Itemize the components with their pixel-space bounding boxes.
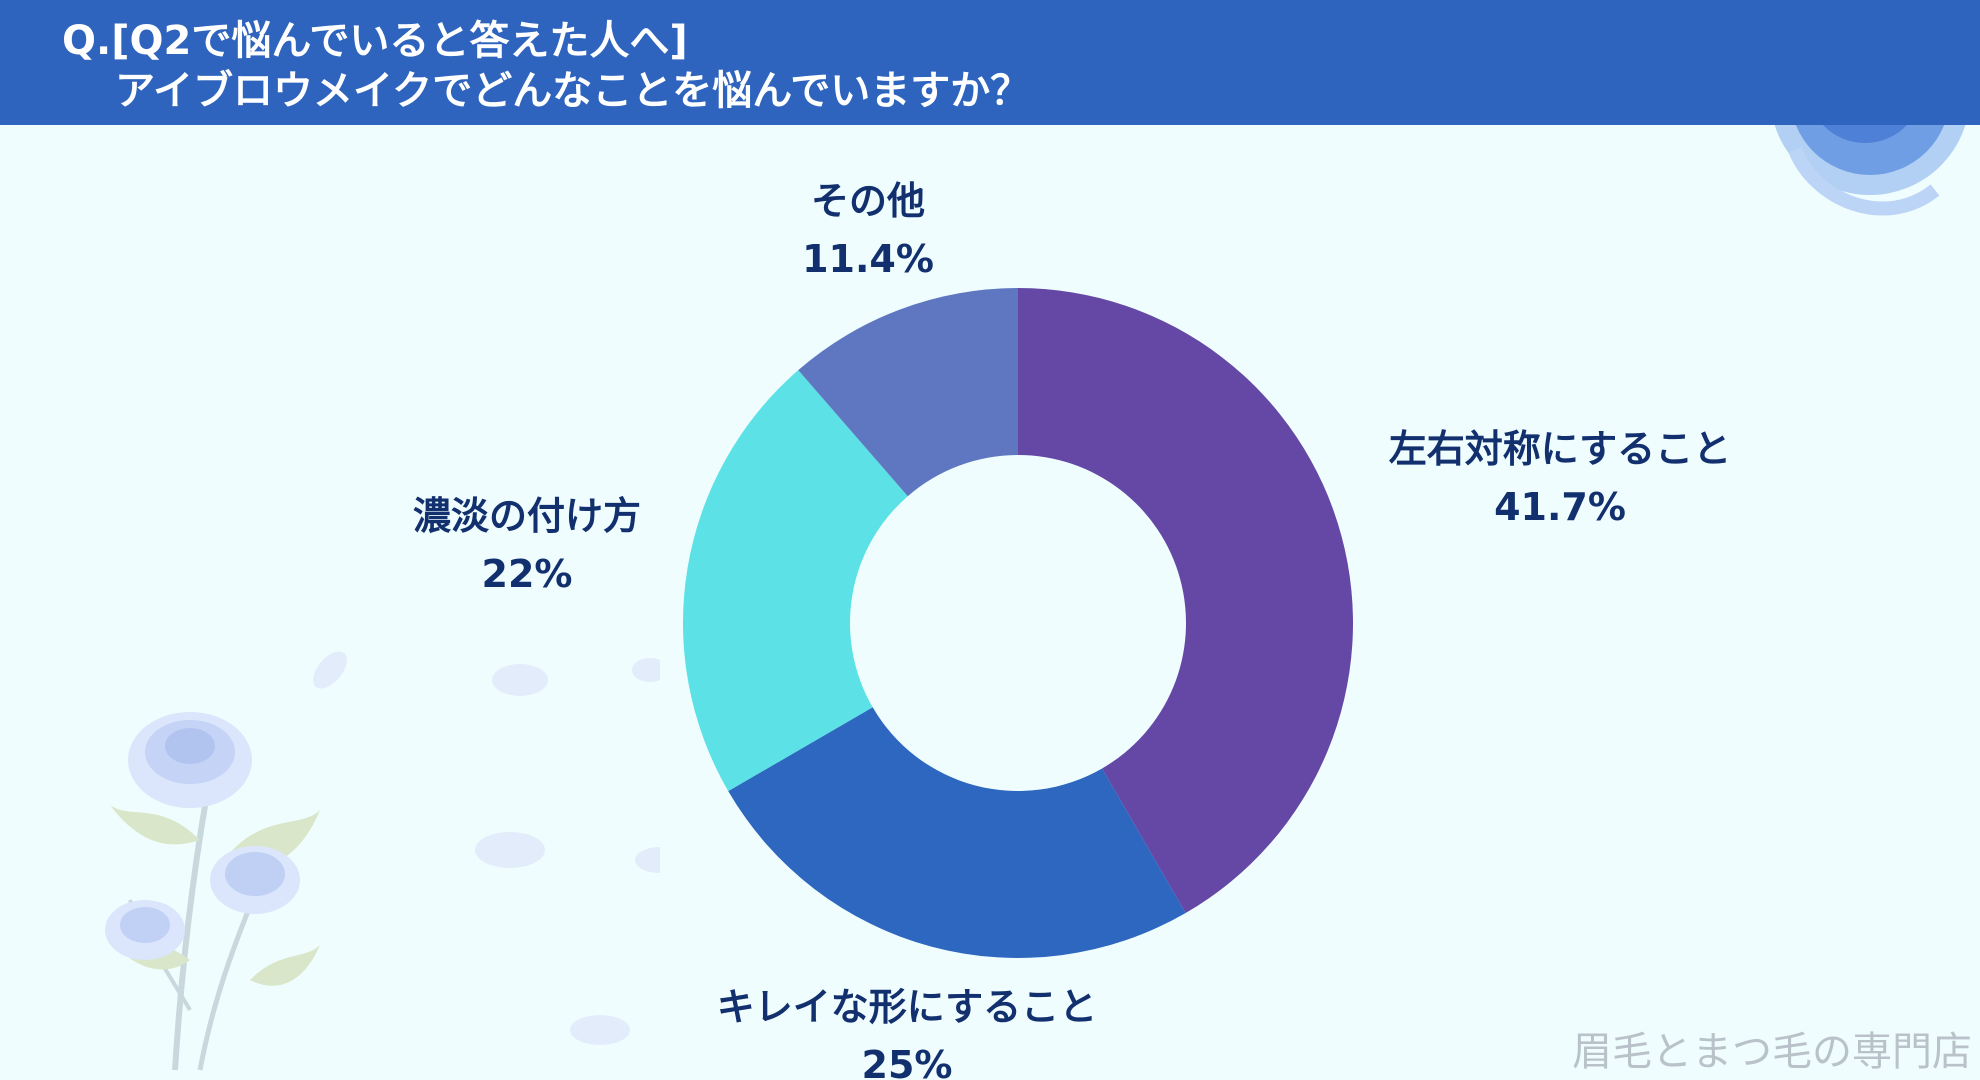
slice-value-label: 41.7% <box>1494 485 1626 529</box>
brand-watermark: 眉毛とまつ毛の専門店 <box>1572 1029 1972 1075</box>
donut-slice-1 <box>728 707 1186 958</box>
question-line-2: アイブロウメイクでどんなことを悩んでいますか？ <box>115 68 1031 114</box>
slice-value-label: 11.4% <box>802 237 934 281</box>
slice-category-label: 濃淡の付け方 <box>412 494 642 538</box>
slice-label-shading: 濃淡の付け方 22% <box>413 487 641 603</box>
slice-category-label: キレイな形にすること <box>716 985 1098 1029</box>
slice-value-label: 22% <box>481 552 573 596</box>
slice-category-label: その他 <box>810 179 925 223</box>
question-line-1: Q.[Q2で悩んでいると答えた人へ] <box>62 18 688 64</box>
slice-value-label: 25% <box>861 1043 953 1080</box>
donut-slice-0 <box>1018 288 1354 914</box>
question-header: Q.[Q2で悩んでいると答えた人へ] アイブロウメイクでどんなことを悩んでいます… <box>0 0 1980 125</box>
donut-slice-3 <box>798 288 1018 497</box>
slice-category-label: 左右対称にすること <box>1388 427 1732 471</box>
slice-label-beautiful-shape: キレイな形にすること 25% <box>717 978 1097 1080</box>
donut-slice-2 <box>682 370 908 792</box>
slice-label-left-right-symmetry: 左右対称にすること 41.7% <box>1389 420 1731 536</box>
blue-rose-bouquet-icon <box>105 651 660 1071</box>
slice-label-other: その他 11.4% <box>802 172 934 288</box>
